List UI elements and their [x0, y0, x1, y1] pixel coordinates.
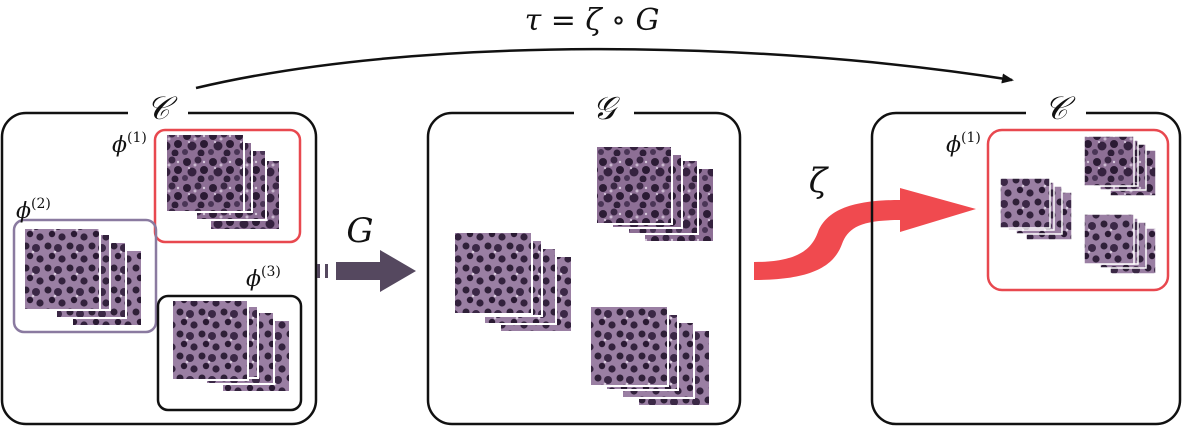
tile-stack-top	[595, 145, 715, 243]
arrow-G-label: G	[346, 211, 373, 251]
phi1-label: ϕ(1)	[946, 130, 981, 158]
arrow-G: G	[317, 211, 416, 292]
phi3-label: ϕ(3)	[246, 264, 281, 292]
phi1-label: ϕ(1)	[112, 130, 147, 158]
panel-G: 𝒢	[426, 89, 742, 426]
tile-stack-phi1	[165, 133, 281, 231]
group-box-phi2	[12, 218, 158, 334]
tile-stack-bottom	[1083, 213, 1157, 275]
formula-tau: τ = ζ ∘ G	[525, 3, 660, 38]
tile-stack-bottom	[589, 305, 711, 407]
group-box-phi1	[986, 128, 1170, 292]
tile-stack-left	[999, 177, 1073, 241]
tile-stack-phi3	[171, 299, 291, 393]
group-box-phi3	[156, 294, 303, 412]
tile-stack-left	[453, 231, 573, 333]
tile-stack-phi2	[23, 227, 143, 327]
tau-arrow	[195, 47, 1014, 90]
panel-source-C: 𝒞 ϕ(1) ϕ(2) ϕ(3)	[0, 89, 318, 426]
arrow-zeta-label: ζ	[809, 161, 830, 201]
arrow-zeta: ζ	[754, 161, 976, 280]
phi2-label: ϕ(2)	[16, 196, 51, 224]
tile-stack-top	[1083, 135, 1157, 197]
group-box-phi1	[153, 128, 302, 244]
panel-target-C: 𝒞 ϕ(1)	[870, 89, 1182, 426]
